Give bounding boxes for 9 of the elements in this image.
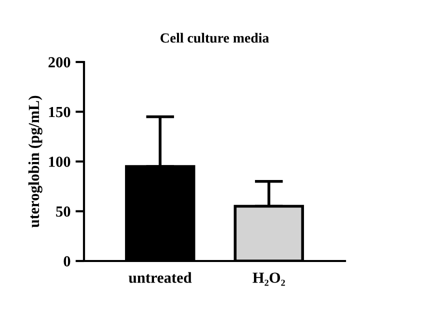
y-tick-label: 100: [49, 156, 70, 167]
y-tick-label: 50: [56, 206, 70, 217]
x-tick-label: H₂O₂: [252, 272, 285, 286]
chart-title: Cell culture media: [160, 32, 269, 43]
y-axis-title: uteroglobin (pg/mL): [28, 96, 42, 228]
y-tick-label: 0: [64, 256, 70, 266]
y-tick-label: 200: [48, 57, 70, 68]
y-tick-label: 150: [49, 106, 70, 118]
x-tick-label: untreated: [128, 272, 192, 283]
